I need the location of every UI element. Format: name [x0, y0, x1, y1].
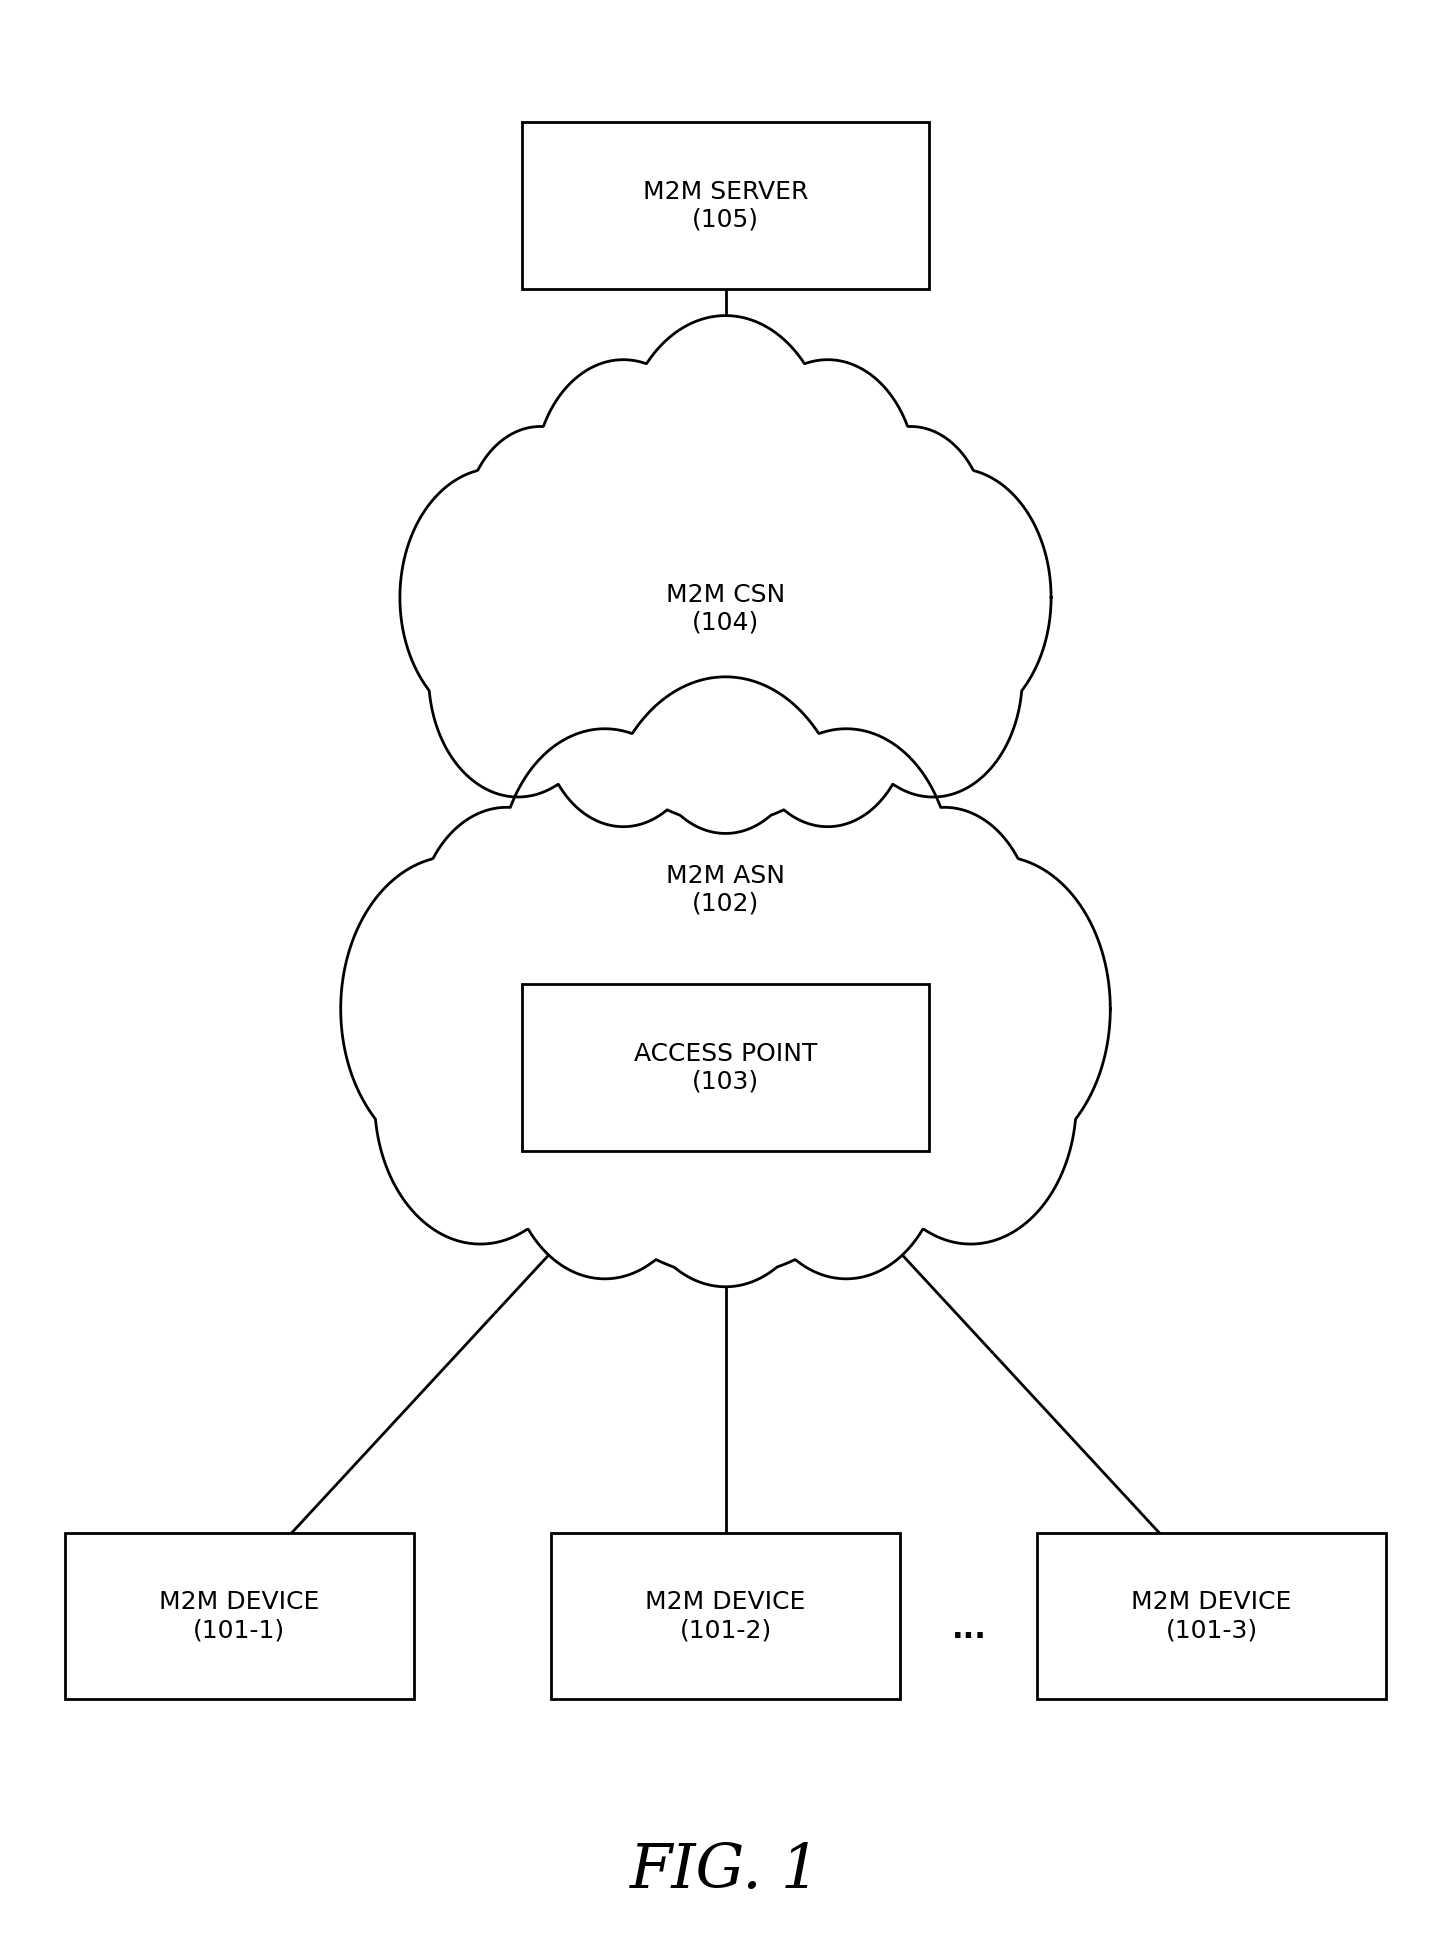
FancyBboxPatch shape — [522, 121, 929, 288]
Text: M2M DEVICE
(101-1): M2M DEVICE (101-1) — [160, 1591, 319, 1642]
Text: M2M ASN
(102): M2M ASN (102) — [666, 864, 785, 915]
Text: ACCESS POINT
(103): ACCESS POINT (103) — [634, 1042, 817, 1093]
Text: M2M DEVICE
(101-2): M2M DEVICE (101-2) — [646, 1591, 805, 1642]
FancyBboxPatch shape — [551, 1532, 900, 1700]
Polygon shape — [341, 678, 1110, 1287]
Text: M2M SERVER
(105): M2M SERVER (105) — [643, 180, 808, 231]
FancyBboxPatch shape — [522, 983, 929, 1150]
Text: FIG. 1: FIG. 1 — [630, 1841, 821, 1900]
Text: ...: ... — [952, 1616, 987, 1644]
Text: M2M DEVICE
(101-3): M2M DEVICE (101-3) — [1132, 1591, 1291, 1642]
FancyBboxPatch shape — [65, 1532, 414, 1700]
Text: M2M CSN
(104): M2M CSN (104) — [666, 584, 785, 635]
FancyBboxPatch shape — [1037, 1532, 1386, 1700]
Polygon shape — [400, 315, 1051, 833]
